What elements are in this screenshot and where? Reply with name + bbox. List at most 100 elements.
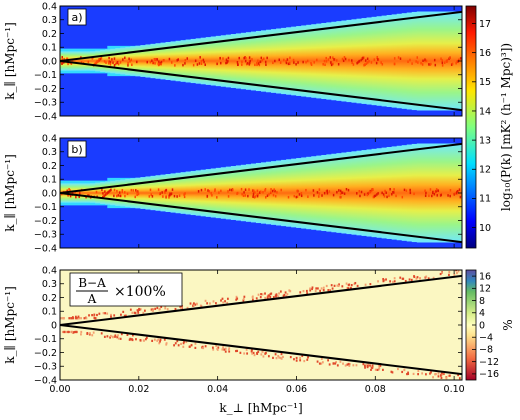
heatmap-speckle (122, 58, 124, 61)
heatmap-wedge-column (441, 11, 448, 111)
heatmap-speckle (118, 191, 121, 194)
heatmap-wedge-column (195, 38, 202, 84)
heatmap-speckle (386, 195, 388, 199)
y-tick-label: 0.0 (42, 56, 57, 67)
heatmap-speckle (210, 191, 212, 195)
heatmap-wedge-column (205, 37, 212, 85)
heatmap-speckle (306, 358, 309, 361)
heatmap-wedge-column (165, 174, 171, 212)
heatmap-speckle (173, 344, 175, 347)
heatmap-speckle (162, 195, 164, 198)
heatmap-wedge-column (80, 51, 86, 71)
heatmap-speckle (286, 293, 289, 296)
heatmap-wedge-column (190, 38, 197, 84)
heatmap-wedge-column (371, 16, 377, 106)
heatmap-speckle (330, 61, 332, 64)
heatmap-speckle (240, 187, 243, 191)
heatmap-speckle (68, 317, 71, 320)
heatmap-speckle (450, 63, 453, 66)
heatmap-speckle (325, 190, 328, 193)
heatmap-speckle (435, 188, 438, 191)
heatmap-speckle (447, 374, 450, 377)
heatmap-speckle (370, 365, 372, 368)
heatmap-speckle (257, 293, 260, 296)
x-axis-label: k_⊥ [hMpc⁻¹] (219, 401, 302, 415)
heatmap-wedge-column (386, 147, 393, 239)
heatmap-speckle (447, 194, 449, 197)
heatmap-speckle (341, 57, 344, 61)
heatmap-speckle (375, 61, 378, 65)
heatmap-speckle (456, 271, 458, 275)
heatmap-speckle (382, 368, 384, 371)
heatmap-wedge-column (381, 15, 388, 107)
heatmap-speckle (348, 58, 350, 62)
heatmap-speckle (65, 330, 68, 334)
heatmap-speckle (95, 190, 98, 194)
heatmap-speckle (137, 311, 140, 314)
heatmap-speckle (413, 275, 415, 278)
heatmap-speckle (89, 332, 91, 335)
heatmap-wedge-column (210, 36, 217, 86)
y-tick-label: 0.3 (42, 279, 57, 290)
heatmap-speckle (109, 63, 112, 66)
wedge-line-lower (60, 192, 462, 244)
heatmap-speckle (173, 194, 176, 198)
heatmap-speckle (311, 286, 314, 289)
heatmap-speckle (98, 58, 100, 61)
heatmap-speckle (412, 372, 415, 376)
wedge-line-lower (60, 324, 462, 376)
heatmap-speckle (366, 61, 369, 64)
heatmap-speckle (336, 59, 338, 62)
heatmap-speckle (437, 375, 440, 378)
heatmap-speckle (238, 56, 240, 60)
heatmap-speckle (325, 284, 328, 288)
heatmap-speckle (284, 291, 287, 294)
heatmap-speckle (138, 307, 140, 311)
heatmap-wedge-column (155, 175, 161, 211)
heatmap-speckle (174, 342, 177, 345)
heatmap-speckle (194, 59, 197, 63)
heatmap-speckle (157, 62, 160, 66)
heatmap-speckle (393, 280, 396, 283)
heatmap-speckle (272, 356, 274, 359)
heatmap-speckle (459, 195, 462, 199)
heatmap-speckle (302, 60, 304, 64)
heatmap-speckle (371, 366, 373, 370)
heatmap-speckle (260, 353, 263, 356)
colorbar-tick-label: 17 (479, 19, 491, 30)
heatmap-speckle (363, 56, 365, 59)
heatmap-speckle (260, 56, 263, 60)
heatmap-speckle (165, 195, 167, 198)
heatmap-speckle (246, 62, 249, 65)
heatmap-speckle (252, 195, 254, 198)
heatmap-speckle (134, 311, 137, 315)
heatmap-speckle (259, 296, 262, 299)
heatmap-speckle (131, 338, 133, 341)
heatmap-wedge-column (220, 167, 227, 219)
heatmap-speckle (160, 61, 162, 65)
heatmap-speckle (411, 62, 413, 65)
heatmap-speckle (126, 192, 129, 196)
heatmap-wedge-column (396, 13, 403, 109)
heatmap-speckle (113, 194, 115, 198)
heatmap-speckle (174, 64, 176, 67)
heatmap-speckle (124, 194, 126, 198)
heatmap-speckle (228, 347, 231, 350)
heatmap-speckle (193, 302, 195, 305)
heatmap-speckle (283, 293, 286, 297)
heatmap-speckle (131, 334, 134, 337)
heatmap-speckle (282, 355, 284, 359)
heatmap-speckle (236, 61, 239, 64)
heatmap-speckle (195, 302, 198, 305)
heatmap-wedge-column (451, 11, 458, 111)
heatmap-speckle (401, 370, 404, 374)
heatmap-speckle (339, 192, 342, 196)
heatmap-speckle (207, 189, 209, 192)
heatmap-speckle (184, 62, 186, 65)
heatmap-speckle (223, 348, 226, 351)
heatmap-wedge-column (306, 24, 312, 98)
heatmap-speckle (310, 62, 312, 65)
heatmap-speckle (75, 330, 78, 334)
heatmap-speckle (362, 363, 365, 366)
heatmap-speckle (153, 338, 156, 341)
